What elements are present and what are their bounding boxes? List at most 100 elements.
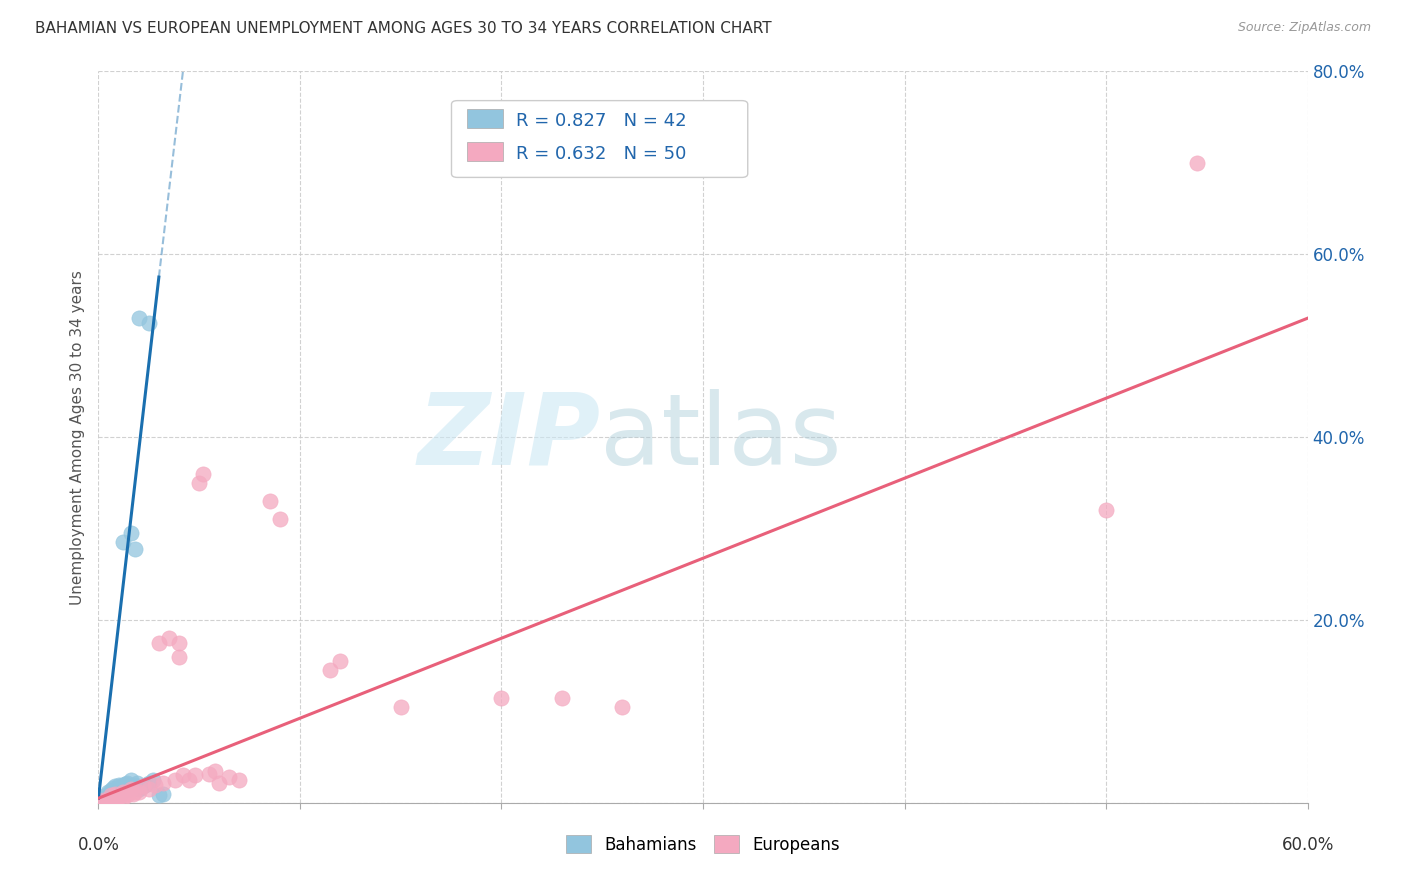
Point [110, 780, 132, 794]
Point [107, 778, 129, 792]
Point [152, 787, 174, 801]
Point [120, 526, 142, 541]
Text: atlas: atlas [600, 389, 842, 485]
Point [89, 792, 111, 806]
Point [132, 780, 155, 794]
Point [163, 772, 186, 787]
Point [103, 793, 125, 807]
Point [115, 789, 138, 803]
Point [389, 699, 412, 714]
Text: BAHAMIAN VS EUROPEAN UNEMPLOYMENT AMONG AGES 30 TO 34 YEARS CORRELATION CHART: BAHAMIAN VS EUROPEAN UNEMPLOYMENT AMONG … [35, 21, 772, 36]
Point [105, 791, 128, 805]
Point [91, 793, 114, 807]
Point [97, 793, 120, 807]
Point [612, 699, 634, 714]
Point [124, 778, 146, 792]
Point [167, 649, 190, 664]
Point [228, 772, 250, 787]
Point [91, 795, 114, 809]
Point [143, 778, 166, 792]
Bar [467, 142, 503, 161]
Point [259, 494, 281, 508]
Point [148, 789, 170, 803]
Point [129, 780, 152, 795]
Point [179, 772, 201, 787]
Point [101, 794, 124, 808]
Point [101, 781, 124, 796]
Point [107, 790, 129, 805]
Point [105, 791, 128, 805]
Point [157, 632, 180, 646]
Point [172, 768, 194, 782]
Point [111, 778, 134, 792]
Point [142, 772, 165, 787]
Point [121, 787, 143, 801]
Point [100, 794, 122, 808]
FancyBboxPatch shape [451, 101, 748, 178]
Point [103, 787, 125, 801]
Point [93, 794, 115, 808]
Point [97, 785, 120, 799]
Point [111, 535, 134, 549]
Point [138, 782, 160, 797]
Point [111, 791, 134, 805]
Bar [467, 109, 503, 128]
Point [107, 789, 129, 804]
Point [198, 766, 221, 780]
Point [193, 467, 215, 481]
Point [101, 792, 124, 806]
Point [96, 794, 118, 808]
Point [103, 793, 125, 807]
Point [103, 780, 125, 794]
Point [100, 792, 122, 806]
Point [97, 793, 120, 807]
Text: R = 0.632   N = 50: R = 0.632 N = 50 [516, 145, 686, 163]
Point [118, 785, 141, 799]
Point [551, 690, 574, 705]
Point [128, 785, 150, 799]
Point [491, 690, 513, 705]
Point [138, 316, 160, 330]
Point [134, 778, 156, 792]
Text: 60.0%: 60.0% [1281, 836, 1334, 854]
Point [208, 775, 231, 789]
Text: Source: ZipAtlas.com: Source: ZipAtlas.com [1237, 21, 1371, 34]
Point [121, 780, 143, 794]
Point [118, 782, 141, 797]
Text: R = 0.827   N = 42: R = 0.827 N = 42 [516, 112, 686, 130]
Y-axis label: Unemployment Among Ages 30 to 34 years: Unemployment Among Ages 30 to 34 years [69, 269, 84, 605]
Point [111, 785, 134, 799]
Point [319, 663, 342, 677]
Point [218, 770, 240, 784]
Legend: Bahamians, Europeans: Bahamians, Europeans [560, 829, 846, 860]
Point [100, 789, 122, 803]
Point [132, 780, 155, 794]
Point [118, 778, 141, 792]
Point [110, 789, 132, 803]
Point [138, 775, 160, 789]
Point [128, 782, 150, 797]
Point [1095, 503, 1118, 517]
Text: ZIP: ZIP [418, 389, 600, 485]
Point [89, 794, 111, 808]
Point [100, 783, 122, 797]
Point [124, 541, 146, 556]
Point [167, 636, 190, 650]
Point [120, 782, 142, 797]
Point [93, 793, 115, 807]
Point [115, 775, 138, 789]
Text: 0.0%: 0.0% [77, 836, 120, 854]
Point [152, 775, 174, 789]
Point [184, 768, 207, 782]
Point [188, 475, 211, 490]
Point [329, 654, 352, 668]
Point [120, 772, 142, 787]
Point [93, 791, 115, 805]
Point [96, 794, 118, 808]
Point [91, 795, 114, 809]
Point [269, 512, 291, 526]
Point [204, 764, 226, 778]
Point [128, 311, 150, 326]
Point [1185, 156, 1208, 170]
Point [125, 775, 148, 789]
